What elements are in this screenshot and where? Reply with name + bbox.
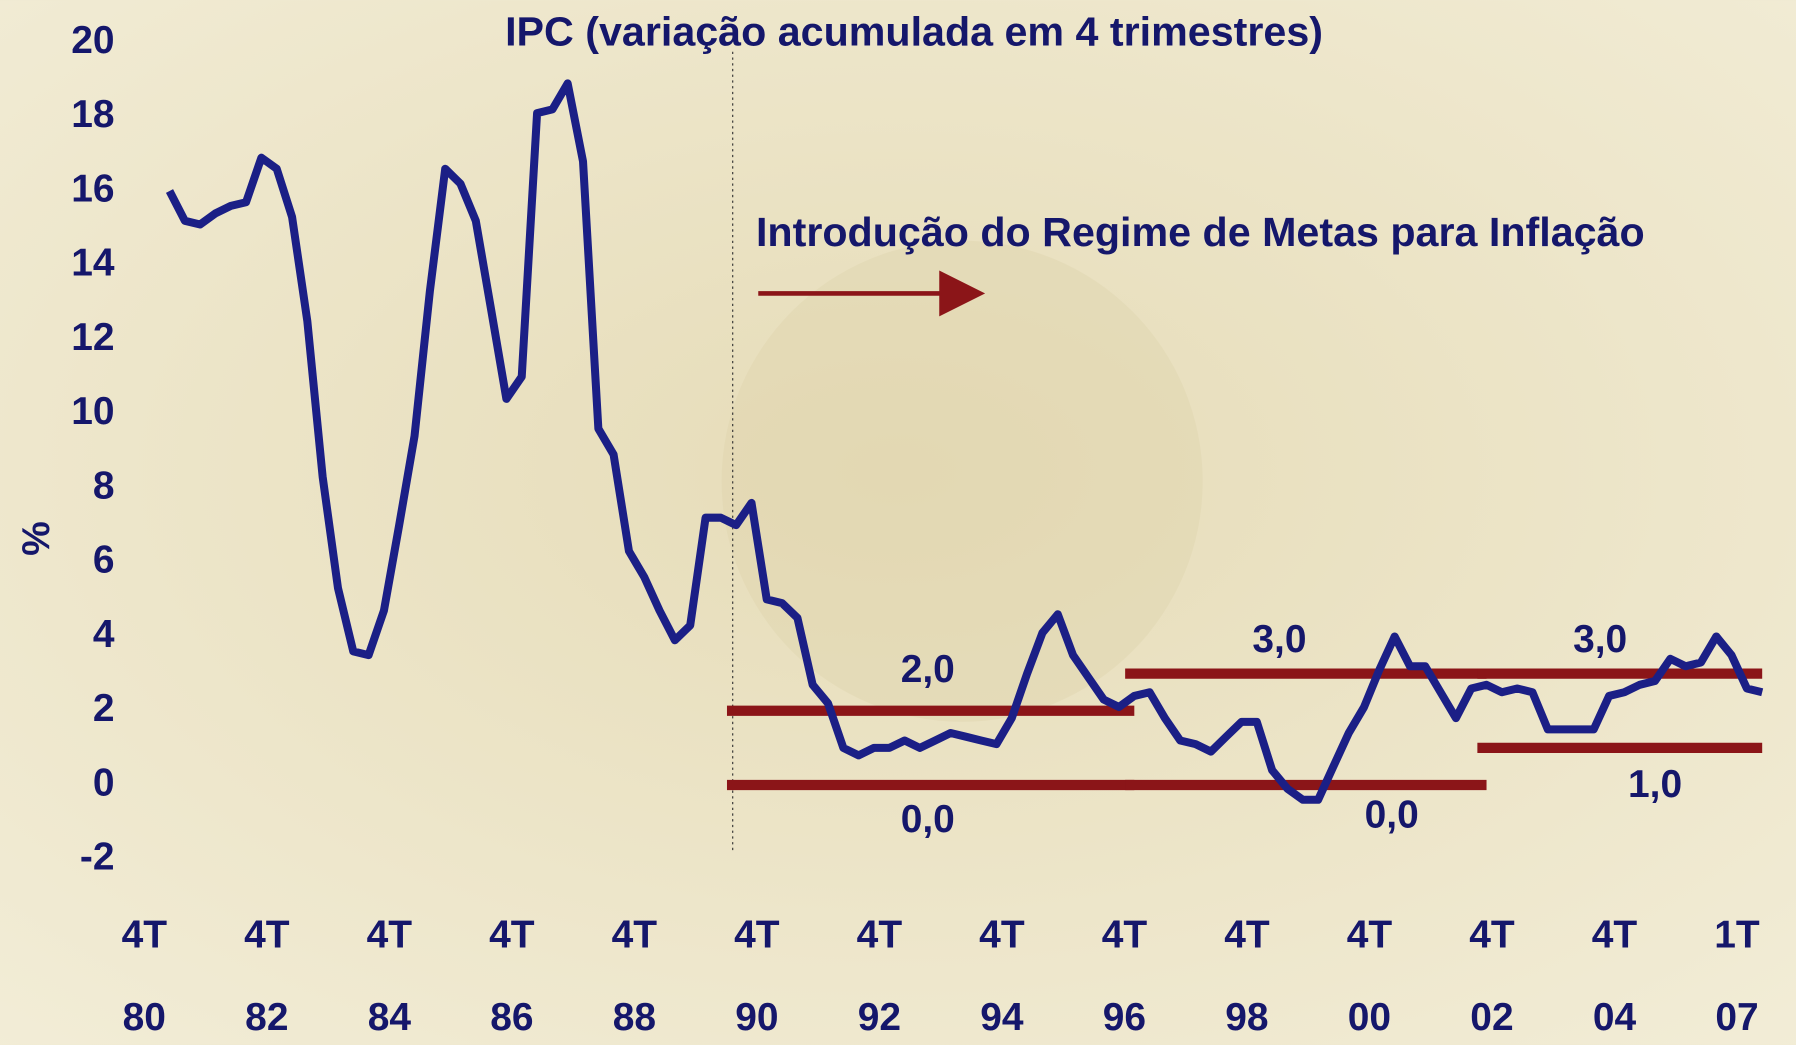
target-label: 0,0	[901, 798, 955, 841]
y-tick-label: 16	[71, 167, 114, 210]
target-label: 3,0	[1573, 618, 1627, 661]
x-tick-label: 4T	[1224, 913, 1270, 956]
x-tick-label: 4T	[1102, 913, 1148, 956]
x-tick-label: 02	[1470, 996, 1513, 1039]
x-tick-label: 82	[245, 996, 288, 1039]
y-tick-label: 14	[71, 242, 115, 285]
x-tick-label: 1T	[1714, 913, 1760, 956]
y-tick-label: 8	[93, 464, 115, 507]
x-tick-label: 88	[613, 996, 656, 1039]
y-axis-label: %	[15, 521, 58, 556]
x-tick-label: 04	[1593, 996, 1637, 1039]
x-tick-label: 98	[1225, 996, 1268, 1039]
x-tick-label: 80	[123, 996, 166, 1039]
y-tick-label: 10	[71, 390, 114, 433]
annotation: Introdução do Regime de Metas para Infla…	[756, 209, 1645, 255]
x-tick-label: 4T	[244, 913, 290, 956]
x-tick-label: 4T	[1347, 913, 1393, 956]
y-tick-label: 18	[71, 93, 114, 136]
x-tick-label: 4T	[1469, 913, 1515, 956]
y-tick-label: 2	[93, 687, 115, 730]
x-tick-label: 4T	[734, 913, 780, 956]
page: {"chart_data": { "type": "line", "title"…	[0, 0, 1796, 1045]
x-tick-label: 4T	[857, 913, 903, 956]
target-label: 0,0	[1365, 793, 1419, 836]
x-tick-label: 4T	[367, 913, 413, 956]
chart: IPC (variação acumulada em 4 trimestres)…	[0, 0, 1796, 1045]
background-emblem	[722, 241, 1203, 722]
x-tick-label: 07	[1715, 996, 1758, 1039]
y-tick-label: 12	[71, 316, 114, 359]
x-tick-label: 4T	[979, 913, 1025, 956]
x-tick-label: 86	[490, 996, 533, 1039]
x-tick-label: 90	[735, 996, 778, 1039]
x-tick-label: 4T	[1592, 913, 1638, 956]
x-tick-label: 96	[1103, 996, 1146, 1039]
x-tick-label: 4T	[122, 913, 168, 956]
x-tick-label: 00	[1348, 996, 1391, 1039]
y-tick-label: 20	[71, 19, 114, 62]
x-tick-label: 92	[858, 996, 901, 1039]
target-label: 3,0	[1252, 618, 1306, 661]
target-label: 2,0	[901, 648, 955, 691]
y-tick-label: 6	[93, 539, 115, 582]
x-tick-label: 94	[980, 996, 1024, 1039]
x-tick-label: 4T	[489, 913, 535, 956]
x-tick-label: 4T	[612, 913, 658, 956]
y-tick-label: 4	[93, 613, 115, 656]
target-label: 1,0	[1628, 763, 1682, 806]
x-tick-label: 84	[368, 996, 412, 1039]
chart-title: IPC (variação acumulada em 4 trimestres)	[505, 8, 1323, 54]
y-tick-label: -2	[80, 836, 115, 879]
y-tick-label: 0	[93, 761, 115, 804]
